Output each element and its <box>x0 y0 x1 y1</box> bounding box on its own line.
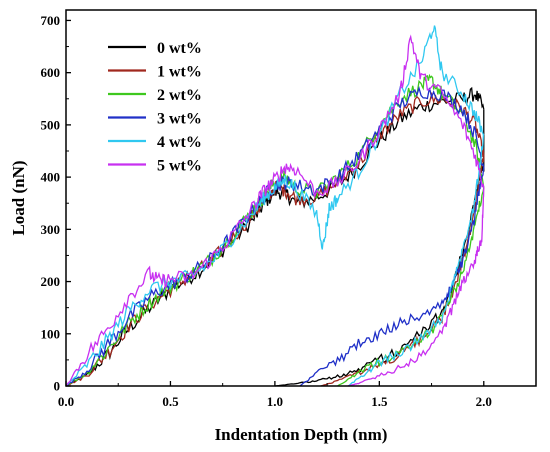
series-line-5-wt-unloading <box>347 187 485 387</box>
y-tick-label: 300 <box>41 222 61 237</box>
legend-label-2-wt: 2 wt% <box>157 87 202 104</box>
x-tick-label: 0.0 <box>58 394 74 409</box>
plot-frame <box>65 9 537 387</box>
y-tick-label: 100 <box>41 326 61 341</box>
legend-label-5-wt: 5 wt% <box>157 158 202 175</box>
y-tick-label: 700 <box>41 13 61 28</box>
series-line-3-wt-loading <box>65 85 485 387</box>
legend-label-1-wt: 1 wt% <box>157 64 202 81</box>
y-tick-label: 400 <box>41 170 61 185</box>
series-line-1-wt-unloading <box>320 156 485 387</box>
x-axis: 0.0 0.5 1.0 1.5 2.0 <box>58 381 492 409</box>
y-axis-title: Load (nN) <box>9 160 28 235</box>
y-axis: 0 100 200 300 400 500 600 700 <box>41 13 71 394</box>
legend: 0 wt% 1 wt% 2 wt% 3 wt% 4 wt% 5 wt% <box>108 40 202 175</box>
x-tick-label: 1.0 <box>267 394 283 409</box>
series-line-2-wt-loading <box>65 73 485 387</box>
x-axis-title: Indentation Depth (nm) <box>215 425 388 444</box>
legend-label-4-wt: 4 wt% <box>157 134 202 151</box>
y-tick-label: 0 <box>54 379 61 394</box>
legend-label-3-wt: 3 wt% <box>157 111 202 128</box>
series-line-0-wt-unloading <box>274 109 485 387</box>
series-layer <box>65 25 485 387</box>
y-tick-label: 200 <box>41 274 61 289</box>
y-tick-label: 600 <box>41 65 61 80</box>
series-line-4-wt-unloading <box>347 133 485 387</box>
x-tick-label: 2.0 <box>476 394 492 409</box>
series-line-5-wt-loading <box>65 34 485 387</box>
series-line-4-wt-loading <box>65 25 485 387</box>
series-line-3-wt-unloading <box>299 166 485 387</box>
x-tick-label: 1.5 <box>371 394 388 409</box>
x-tick-label: 0.5 <box>162 394 179 409</box>
y-tick-label: 500 <box>41 117 61 132</box>
legend-label-0-wt: 0 wt% <box>157 40 202 57</box>
